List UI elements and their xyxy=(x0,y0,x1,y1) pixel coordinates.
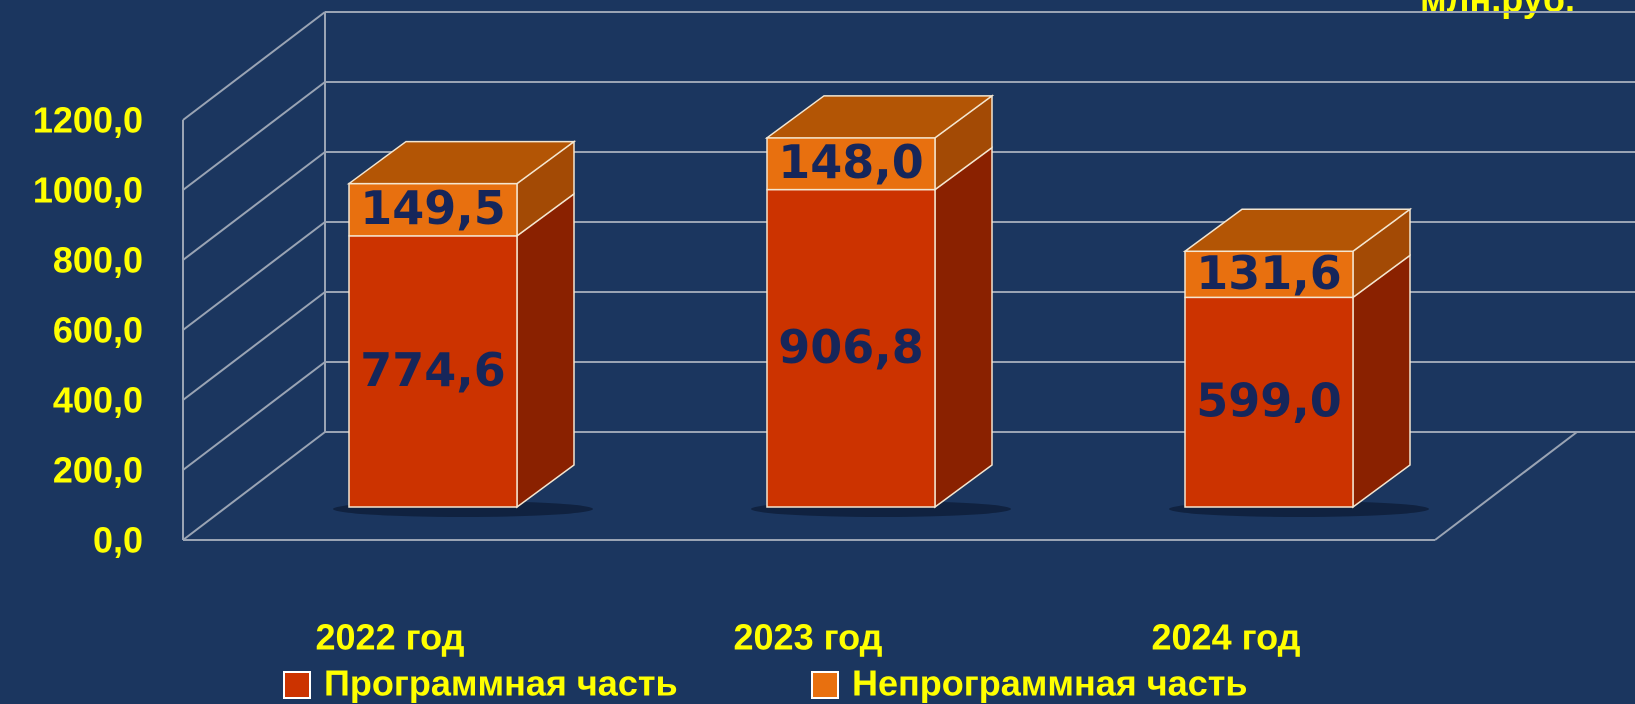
unit-label: млн.руб. xyxy=(1420,0,1575,20)
x-tick-label: 2024 год xyxy=(1152,617,1301,658)
legend-label: Непрограммная часть xyxy=(852,663,1248,704)
bar-segment xyxy=(764,94,995,192)
floor-edge xyxy=(1434,431,1578,541)
bar-front xyxy=(348,182,518,237)
grid-line xyxy=(182,291,326,401)
bar-segment xyxy=(1182,207,1413,299)
legend-label: Программная часть xyxy=(324,663,678,704)
bar-side xyxy=(934,146,993,509)
value-label: 131,6 xyxy=(1196,246,1342,300)
bar-front xyxy=(348,235,518,508)
grid-line xyxy=(182,11,326,121)
x-tick-label: 2023 год xyxy=(734,617,883,658)
value-label: 906,8 xyxy=(778,320,924,374)
y-tick-label: 400,0 xyxy=(53,380,143,421)
y-tick-label: 800,0 xyxy=(53,240,143,281)
y-tick-label: 600,0 xyxy=(53,310,143,351)
bar-top xyxy=(1182,208,1413,253)
legend-swatch xyxy=(811,671,839,699)
bar-front xyxy=(1184,296,1354,508)
bar-segment xyxy=(766,146,993,509)
y-tick-label: 200,0 xyxy=(53,450,143,491)
grid-line xyxy=(182,431,326,541)
y-tick-label: 1200,0 xyxy=(33,100,143,141)
bar-side xyxy=(1352,253,1411,509)
value-label: 148,0 xyxy=(778,135,924,189)
grid-line xyxy=(182,151,326,261)
bar-top xyxy=(764,95,995,139)
bar-side xyxy=(516,192,575,509)
x-tick-label: 2022 год xyxy=(316,617,465,658)
legend-swatch xyxy=(283,671,311,699)
bar-segment xyxy=(346,140,577,238)
value-label: 149,5 xyxy=(360,181,506,235)
bar-front xyxy=(1184,250,1354,299)
bar-front xyxy=(766,137,936,191)
y-tick-label: 0,0 xyxy=(93,520,143,561)
grid-line xyxy=(182,81,326,191)
y-tick-label: 1000,0 xyxy=(33,170,143,211)
bar-segment xyxy=(348,192,575,509)
grid-line xyxy=(182,221,326,331)
value-label: 774,6 xyxy=(360,343,506,397)
value-label: 599,0 xyxy=(1196,374,1342,428)
grid-line xyxy=(182,361,326,471)
bar-top xyxy=(346,140,577,185)
